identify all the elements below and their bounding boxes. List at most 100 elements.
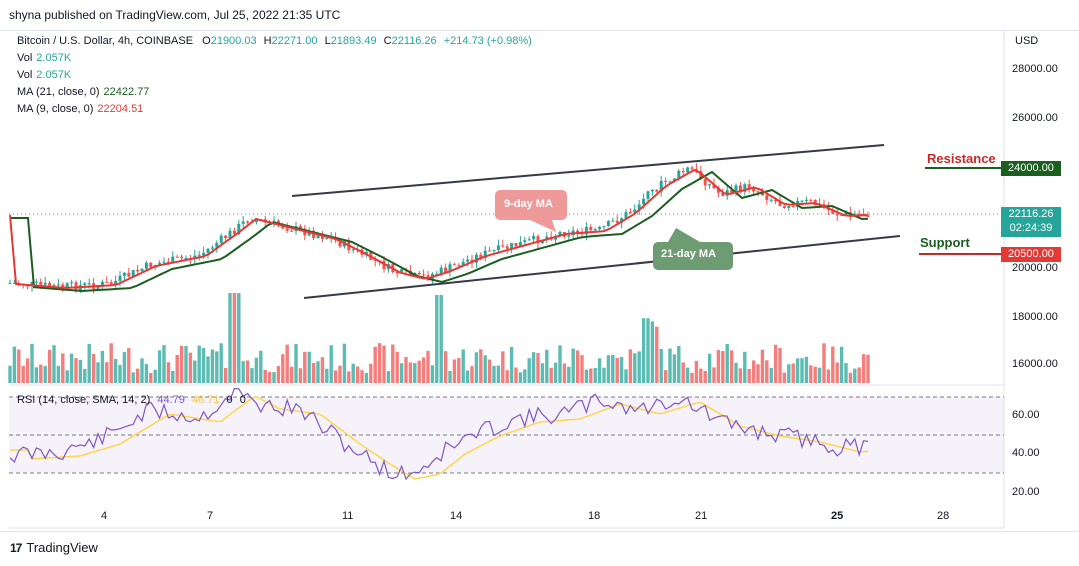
volume-bar: [188, 352, 193, 383]
ma21-label: MA (21, close, 0): [17, 86, 100, 98]
candle-body: [439, 267, 443, 274]
candle-body: [131, 269, 135, 277]
candle-body: [444, 267, 448, 273]
candle-body: [136, 269, 140, 272]
candle-body: [8, 282, 12, 284]
candle-body: [853, 213, 857, 215]
open-label: O: [202, 35, 211, 47]
volume-bar: [267, 372, 272, 383]
candle-body: [765, 195, 769, 200]
volume-bar: [439, 295, 443, 383]
candle-body: [584, 226, 588, 235]
volume-bars: [8, 293, 870, 383]
volume-bar: [514, 367, 518, 383]
candle-body: [593, 229, 597, 231]
candle-body: [492, 250, 496, 252]
candle-body: [743, 184, 747, 192]
vol-legend-2[interactable]: Vol 2.057K: [17, 69, 71, 81]
candle-body: [558, 231, 562, 236]
volume-bar: [457, 358, 461, 383]
candle-body: [228, 230, 232, 239]
volume-bar: [795, 358, 800, 383]
candle-body: [628, 212, 632, 214]
volume-bar: [628, 349, 633, 383]
candle-body: [70, 282, 74, 284]
volume-bar: [391, 344, 395, 383]
ma21-legend[interactable]: MA (21, close, 0) 22422.77: [17, 86, 149, 98]
volume-bar: [417, 360, 421, 383]
candle-body: [857, 213, 861, 215]
volume-bar: [580, 355, 584, 383]
vol1-label: Vol: [17, 52, 33, 64]
date-tick-14: 14: [450, 510, 463, 522]
symbol-legend[interactable]: Bitcoin / U.S. Dollar, 4h, COINBASE O219…: [17, 35, 532, 47]
candle-body: [787, 206, 791, 208]
candle-body: [175, 256, 179, 258]
volume-bar: [74, 358, 78, 383]
volume-bar: [21, 365, 25, 383]
volume-bar: [135, 368, 140, 383]
candle-body: [83, 283, 87, 286]
volume-bar: [571, 348, 575, 383]
volume-bar: [122, 352, 127, 383]
vol-legend-1[interactable]: Vol 2.057K: [17, 52, 71, 64]
candle-body: [272, 220, 276, 223]
volume-bar: [734, 362, 738, 383]
volume-bar: [562, 363, 567, 383]
candle-body: [567, 235, 571, 237]
volume-bar: [25, 358, 30, 383]
candle-body: [122, 272, 126, 276]
candle-body: [474, 254, 478, 263]
candle-body: [171, 256, 175, 264]
candle-body: [730, 190, 734, 193]
candle-body: [734, 185, 738, 193]
volume-bar: [162, 345, 166, 383]
currency-label[interactable]: USD: [1015, 35, 1039, 47]
ma9-legend[interactable]: MA (9, close, 0) 22204.51: [17, 103, 143, 115]
ma21-callout-label: 21-day MA: [661, 248, 717, 260]
candle-body: [215, 242, 219, 248]
volume-bar: [250, 368, 254, 383]
candle-body: [664, 180, 668, 182]
volume-bar: [646, 318, 650, 383]
candle-body: [144, 262, 148, 269]
volume-bar: [729, 350, 734, 383]
volume-bar: [91, 353, 96, 383]
vol1-value: 2.057K: [36, 52, 72, 64]
volume-bar: [835, 362, 839, 383]
volume-bar: [787, 364, 791, 383]
candle-body: [210, 247, 214, 249]
candle-body: [523, 240, 527, 243]
rsi-legend[interactable]: RSI (14, close, SMA, 14, 2) 44.79 46.71 …: [17, 394, 246, 406]
volume-bar: [668, 348, 672, 383]
candle-body: [606, 221, 610, 227]
candle-body: [686, 167, 690, 173]
volume-bar: [681, 362, 685, 383]
volume-bar: [527, 358, 531, 383]
candle-body: [501, 245, 505, 247]
candle-body: [800, 200, 804, 202]
volume-bar: [399, 363, 404, 383]
candle-body: [100, 281, 104, 286]
volume-bar: [637, 351, 641, 383]
candle-body: [197, 255, 201, 257]
candle-body: [769, 199, 773, 201]
tradingview-brand[interactable]: 17 TradingView: [10, 540, 98, 555]
volume-bar: [259, 350, 263, 383]
candle-body: [510, 243, 514, 249]
candle-body: [483, 250, 487, 259]
volume-bar: [518, 372, 523, 383]
volume-bar: [285, 344, 289, 383]
volume-bar: [747, 368, 751, 383]
volume-bar: [96, 362, 100, 383]
volume-bar: [201, 348, 206, 383]
candle-body: [844, 212, 848, 216]
candle-body: [298, 226, 302, 229]
volume-bar: [848, 372, 853, 383]
volume-bar: [707, 353, 712, 383]
candle-body: [338, 240, 342, 247]
candle-body: [488, 250, 492, 252]
rsi-sma-value: 46.71: [191, 394, 220, 406]
channel-upper-line: [291, 144, 885, 197]
